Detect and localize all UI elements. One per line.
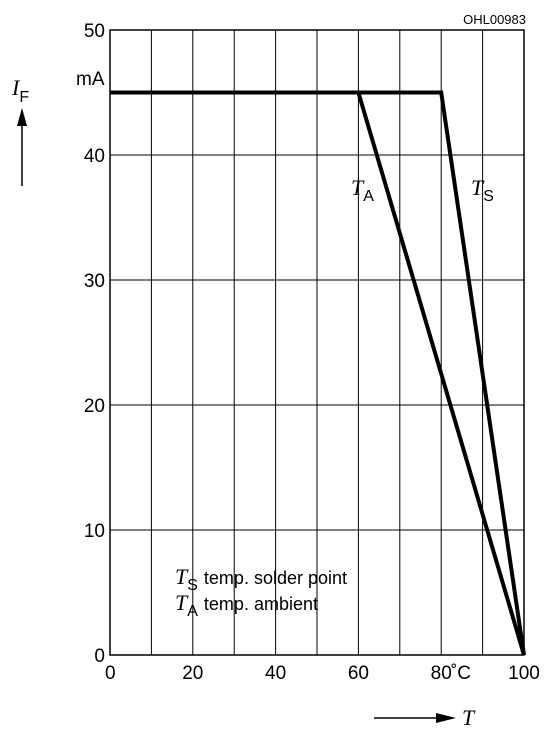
- x-axis-arrow-icon: [374, 713, 456, 723]
- plot-frame: [109, 29, 525, 656]
- y-tick-label: 0: [94, 646, 105, 667]
- x-tick-label: 60: [348, 663, 369, 684]
- x-tick-label: 0: [105, 663, 116, 684]
- series-label-ts: TS: [471, 175, 494, 205]
- y-axis-symbol: I: [11, 75, 21, 100]
- x-tick-label: 20: [182, 663, 203, 684]
- y-axis-arrow-icon: [17, 108, 27, 186]
- chart-grid: [110, 30, 524, 655]
- y-tick-label: 10: [84, 521, 105, 542]
- figure-id: OHL00983: [463, 12, 526, 27]
- x-axis-label: T: [462, 705, 476, 730]
- y-tick-label: 50: [84, 21, 105, 42]
- y-unit-label: mA: [76, 69, 105, 90]
- y-tick-label: 20: [84, 396, 105, 417]
- series-label-ta: TA: [351, 175, 374, 205]
- x-tick-label: 100: [508, 663, 540, 684]
- series-lines: [110, 90, 526, 656]
- y-axis-label: IF: [11, 75, 29, 106]
- y-tick-label: 40: [84, 146, 105, 167]
- x-tick-labels: 0 20 40 60 80 100: [105, 663, 540, 684]
- y-axis-subscript: F: [19, 89, 29, 106]
- x-tick-label: 80: [431, 663, 452, 684]
- x-unit-label: ˚C: [451, 663, 471, 684]
- y-tick-label: 30: [84, 271, 105, 292]
- legend-entry-ambient: TA temp. ambient: [175, 590, 318, 620]
- y-tick-labels: 0 10 20 30 40 50: [84, 21, 105, 667]
- legend-entry-solder: TS temp. solder point: [175, 564, 347, 594]
- x-tick-label: 40: [265, 663, 286, 684]
- series-line-ts: [110, 90, 526, 656]
